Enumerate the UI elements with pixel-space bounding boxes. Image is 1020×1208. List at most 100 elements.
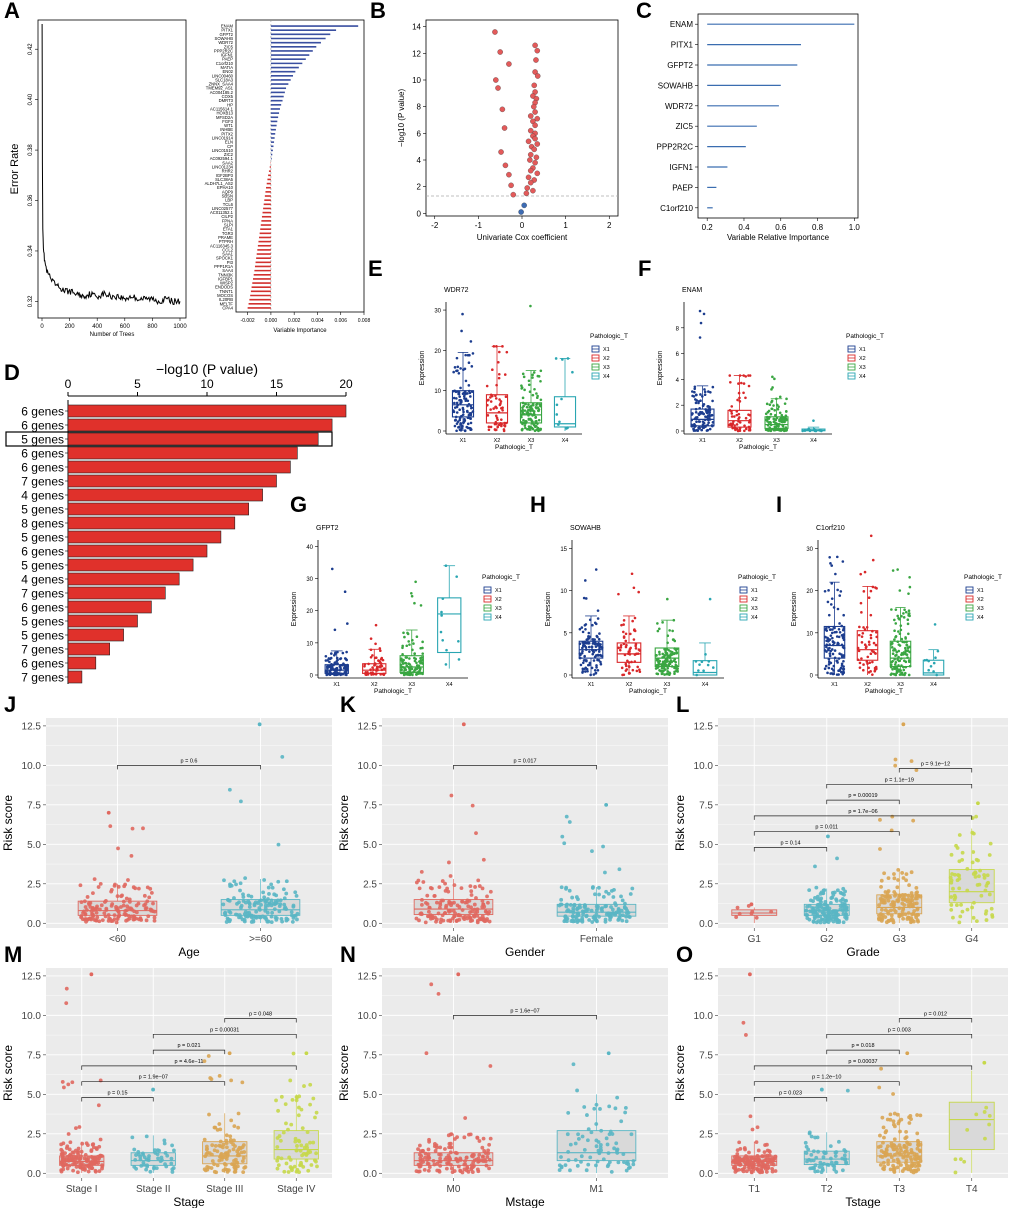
expression-point: [673, 639, 677, 643]
expression-point: [863, 628, 867, 631]
p-value-label: p = 0.003: [888, 1027, 911, 1033]
gene-label: PITX2: [221, 131, 233, 136]
risk-point: [304, 1158, 309, 1163]
x-tick-label: 0.000: [265, 318, 278, 324]
x-tick-label: 800: [147, 324, 158, 330]
risk-point: [243, 910, 248, 914]
expression-point: [662, 655, 666, 658]
legend-label: X1: [495, 588, 502, 594]
risk-point: [807, 888, 812, 893]
expression-point: [871, 629, 874, 633]
risk-point: [288, 1078, 293, 1083]
expression-point: [585, 659, 588, 662]
expression-point: [382, 672, 385, 676]
risk-point: [974, 919, 979, 923]
gene-set-label: 8 genes: [21, 517, 64, 531]
risk-point: [770, 1156, 775, 1160]
expression-point: [699, 321, 703, 325]
x-tick-label: 400: [92, 324, 103, 330]
box: [437, 597, 462, 654]
gene-point: [501, 125, 508, 131]
gene-label: ENAM: [221, 24, 234, 29]
expression-point: [899, 628, 903, 632]
risk-point: [883, 1153, 888, 1158]
expression-point: [666, 641, 669, 645]
expression-point: [830, 631, 834, 635]
expression-point: [825, 645, 828, 649]
risk-point: [106, 810, 111, 815]
expression-point: [742, 382, 746, 385]
risk-point: [917, 1156, 922, 1160]
risk-point: [823, 907, 828, 912]
risk-point: [829, 896, 834, 900]
expression-point: [733, 424, 736, 427]
risk-point: [842, 1148, 847, 1152]
risk-point: [747, 1167, 752, 1172]
risk-point: [149, 890, 154, 895]
risk-point: [983, 1136, 987, 1141]
expression-point: [766, 423, 770, 427]
gene-label: PPP2R2C: [214, 48, 233, 53]
risk-point: [474, 831, 478, 836]
expression-point: [742, 374, 745, 377]
expression-point: [866, 655, 870, 659]
risk-point: [169, 1161, 174, 1166]
risk-point: [744, 1033, 748, 1037]
gene-point: [510, 191, 517, 198]
risk-point: [890, 900, 895, 904]
risk-point: [891, 1143, 896, 1147]
gene-label: PRAME: [218, 235, 233, 240]
risk-point: [897, 893, 902, 898]
risk-point: [883, 1130, 888, 1135]
expression-point: [571, 370, 574, 374]
expression-point: [416, 672, 420, 675]
expression-point: [707, 660, 711, 663]
x-tick-label: T2: [821, 1184, 833, 1195]
risk-point: [259, 902, 263, 907]
expression-point: [531, 413, 535, 417]
risk-point: [130, 826, 135, 831]
risk-point: [610, 907, 615, 912]
risk-point: [891, 903, 896, 908]
expression-point: [871, 585, 875, 589]
risk-point: [129, 853, 134, 858]
x-tick-label: 200: [65, 324, 76, 330]
risk-point: [891, 1158, 896, 1163]
expression-point: [708, 413, 711, 417]
expression-point: [661, 652, 665, 656]
comparison-bracket: [753, 847, 828, 852]
risk-point: [623, 1105, 628, 1110]
risk-point: [557, 903, 562, 908]
risk-point: [237, 913, 242, 917]
p-value-label: p = 0.14: [780, 840, 800, 846]
risk-point: [904, 878, 908, 883]
expression-point: [833, 649, 837, 652]
risk-point: [631, 1159, 636, 1163]
expression-point: [521, 422, 524, 426]
x-axis-label: −log10 (P value): [156, 361, 258, 377]
risk-point: [809, 1134, 814, 1139]
expression-point: [658, 627, 661, 631]
expression-point: [706, 423, 709, 427]
expression-point: [831, 672, 835, 676]
gene-label: TCL6: [223, 202, 234, 207]
expression-point: [873, 666, 877, 670]
expression-point: [414, 657, 418, 661]
risk-point: [763, 1163, 768, 1168]
risk-point: [447, 1157, 452, 1162]
expression-point: [369, 668, 372, 671]
risk-point: [74, 1165, 79, 1169]
risk-point: [960, 909, 965, 914]
expression-point: [489, 408, 492, 411]
gene-set-bar: [67, 432, 319, 446]
expression-point: [455, 369, 458, 373]
risk-point: [565, 1132, 570, 1137]
risk-point: [132, 1147, 137, 1152]
y-tick-label: 5.0: [363, 840, 377, 851]
expression-point: [824, 626, 828, 630]
expression-point: [903, 659, 906, 663]
expression-point: [780, 417, 784, 421]
risk-point: [446, 1133, 451, 1138]
risk-point: [222, 878, 226, 883]
risk-point: [123, 913, 128, 917]
